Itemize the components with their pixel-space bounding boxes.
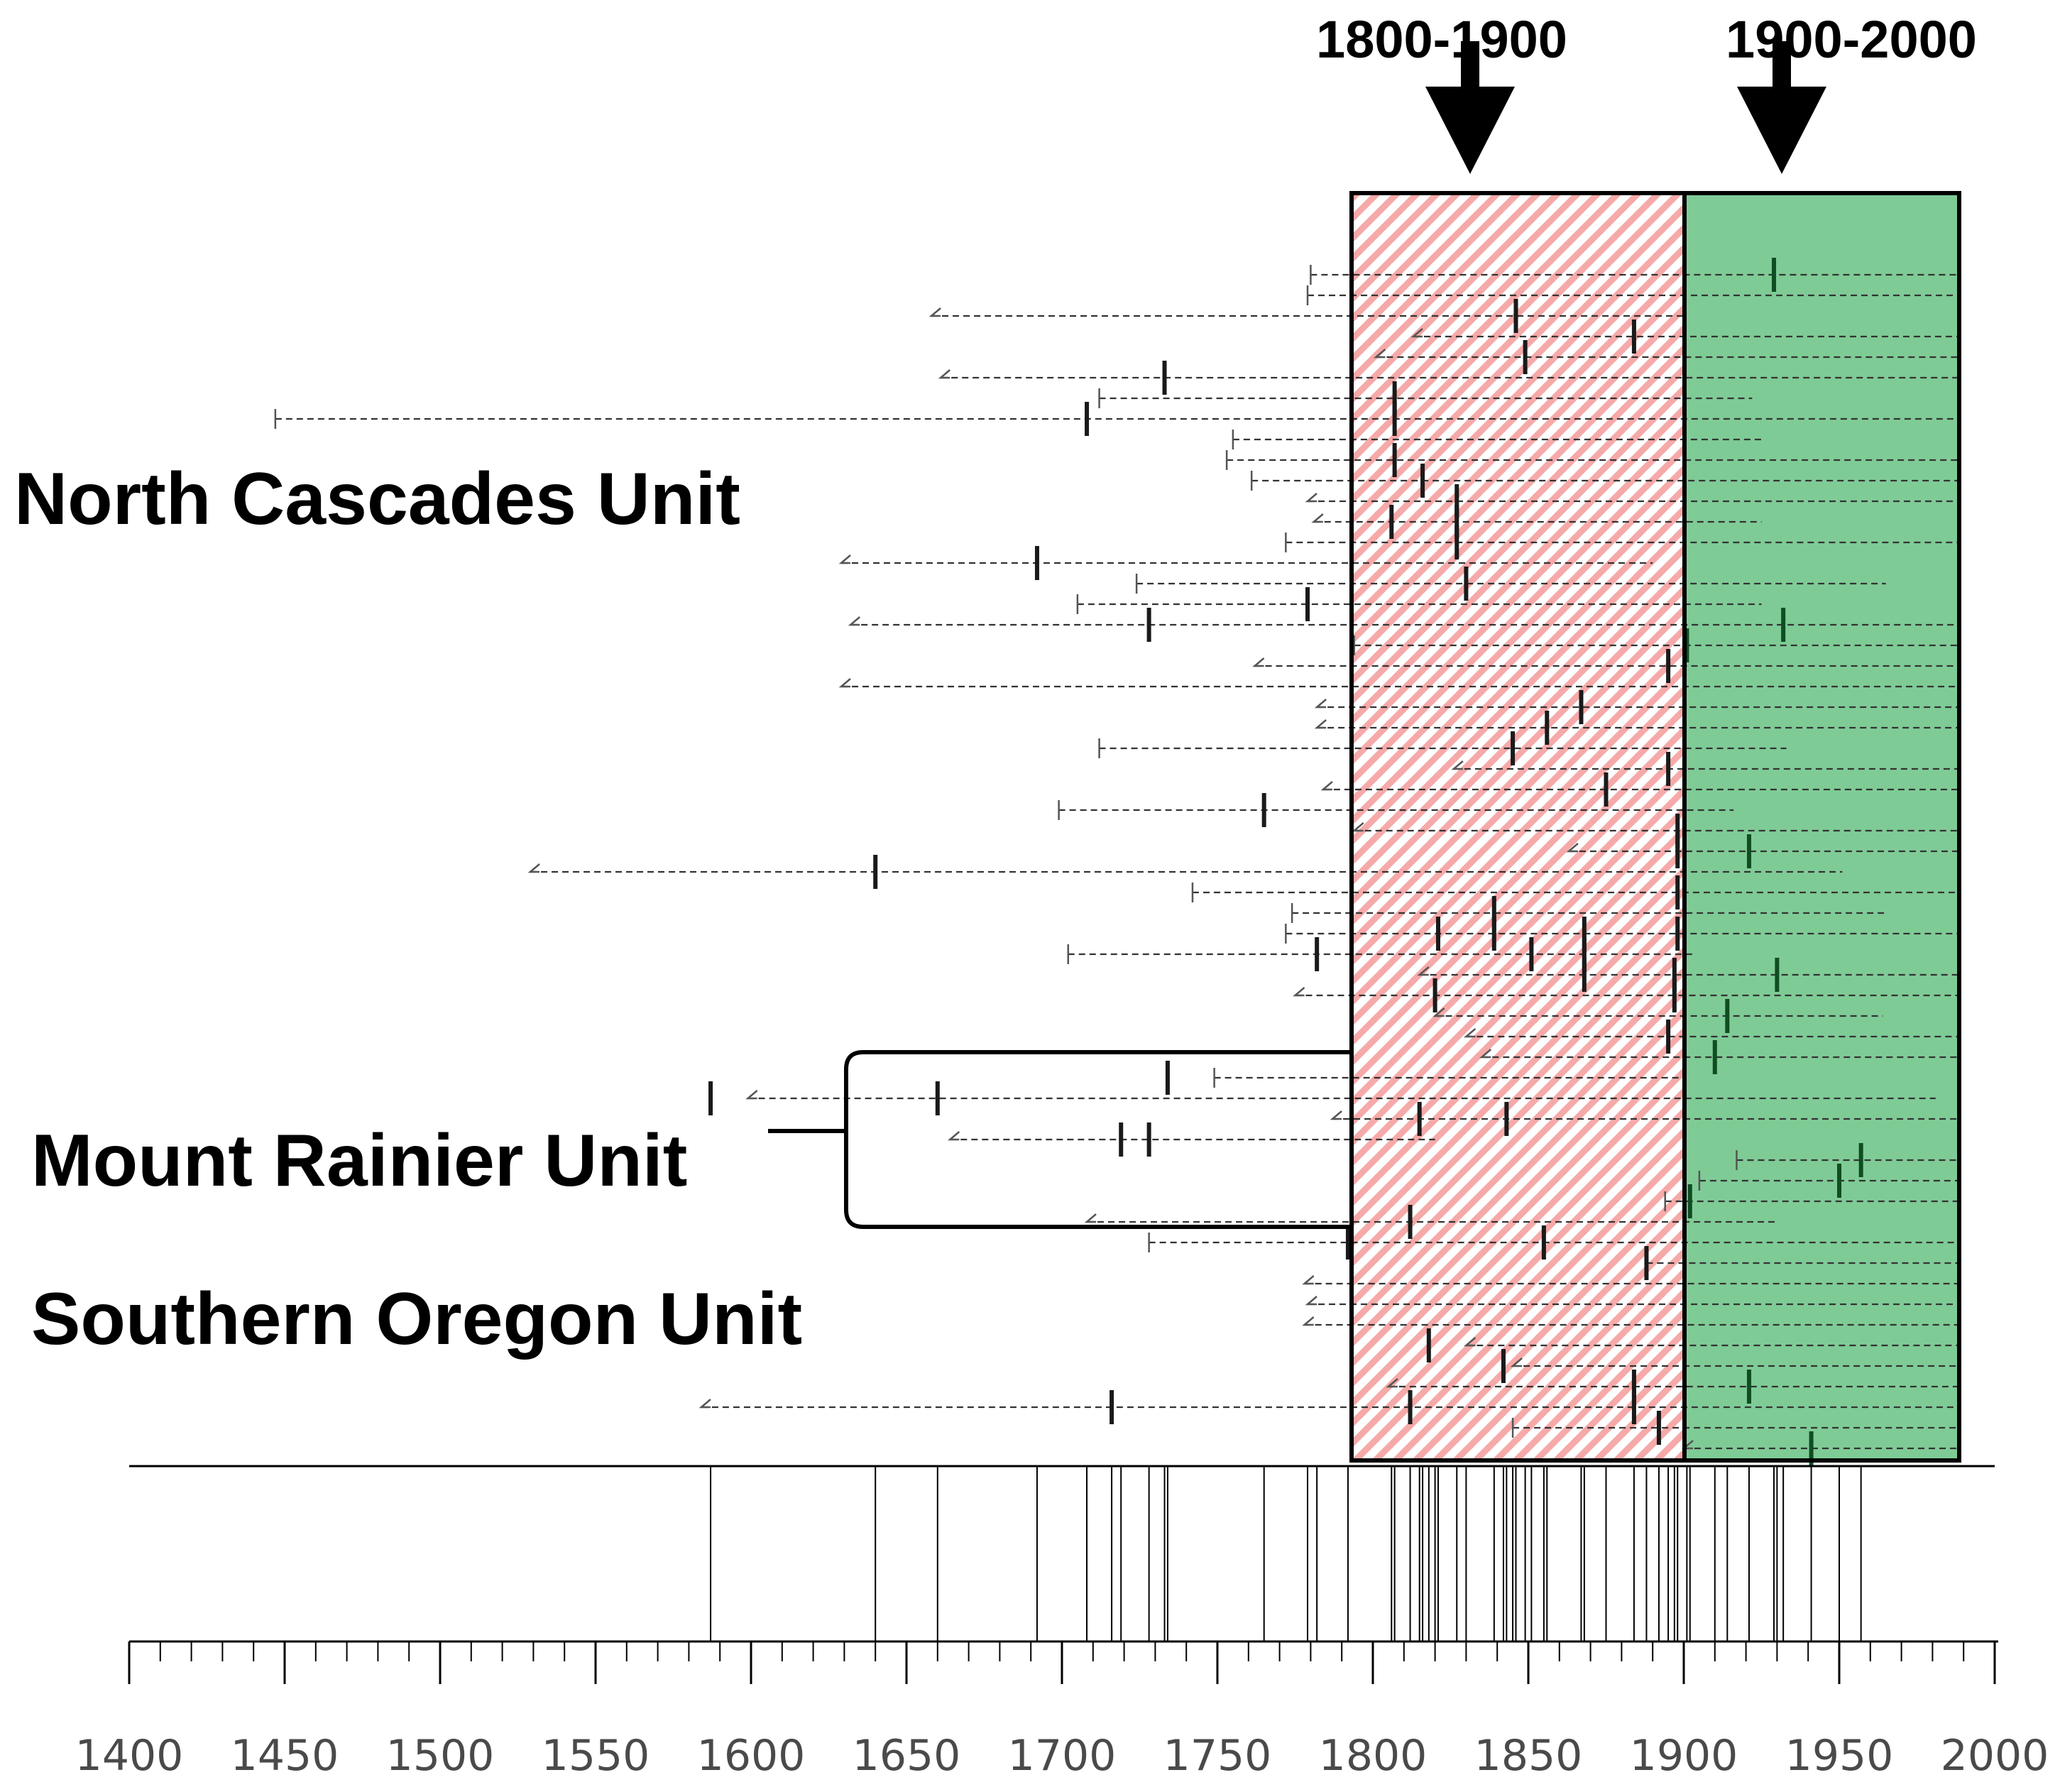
axis-tick-label: 1600 [697,1731,806,1781]
series-start-marker [1305,1296,1317,1306]
series-start-marker [838,678,851,688]
unit-label-north-cascades: North Cascades Unit [14,458,740,540]
axis-tick-label: 1550 [542,1731,650,1781]
series-start-marker [1314,719,1327,729]
series-start-marker [1302,1275,1315,1285]
series-start-marker [1373,349,1386,359]
series-start-marker [1479,1049,1492,1059]
axis-tick-label: 1450 [231,1731,339,1781]
axis-tick-label: 1950 [1785,1731,1894,1781]
series-start-marker [928,307,941,317]
sample-series [274,258,1958,1465]
axis-tick-label: 1400 [75,1731,184,1781]
series-start-marker [1302,1316,1315,1326]
series-start-marker [1386,1378,1398,1388]
series-start-marker [1314,699,1327,709]
series-start-marker [1463,1028,1476,1038]
series-start-marker [1293,987,1305,997]
period-1800-1900-box [1352,193,1684,1460]
unit-label-mount-rainier: Mount Rainier Unit [31,1120,687,1202]
series-start-marker [838,554,851,564]
series-start-marker [938,369,950,379]
series-start-marker [947,1131,960,1141]
series-start-marker [1320,781,1333,791]
series-start-marker [1330,1110,1342,1120]
series-start-marker [848,616,860,626]
series-start-marker [1566,843,1579,853]
series-start-marker [1084,1213,1097,1223]
period-1900-2000-border [1682,191,1961,1463]
series-start-marker [527,863,540,873]
series-start-marker [1463,1337,1476,1347]
axis-tick-label: 1800 [1319,1731,1428,1781]
mount-rainier-bracket [844,1050,1352,1229]
arrow-1800-1900 [1425,41,1515,174]
series-start-marker [698,1399,711,1409]
period-label-1900-2000: 1900-2000 [1726,10,1977,69]
axis-tick-label: 2000 [1941,1731,2049,1781]
series-start-marker [1451,760,1464,770]
series-start-marker [745,1090,758,1100]
composite-events [710,1466,1862,1641]
axis-tick-label: 1500 [386,1731,495,1781]
time-axis-labels: 1400 1450 1500 1550 1600 1650 1700 1750 1800 1850… [75,1731,2049,1781]
series-start-marker [1510,1357,1523,1367]
axis-tick-label: 1700 [1008,1731,1117,1781]
series-start-marker [1410,328,1423,338]
time-axis-ticks [128,1641,1996,1684]
period-1900-2000-box [1684,193,1959,1460]
arrow-1900-2000 [1737,41,1826,174]
series-start-marker [1305,493,1317,503]
axis-tick-label: 1850 [1474,1731,1583,1781]
axis-tick-label: 1900 [1630,1731,1738,1781]
series-start-marker [1352,822,1364,832]
series-start-marker [1252,657,1265,667]
unit-label-southern-oregon: Southern Oregon Unit [31,1278,802,1360]
series-start-marker [1311,513,1324,523]
series-start-marker [1432,1007,1445,1017]
axis-tick-label: 1650 [853,1731,961,1781]
axis-tick-label: 1750 [1163,1731,1272,1781]
period-label-1800-1900: 1800-1900 [1316,10,1567,69]
series-start-marker [1417,966,1430,976]
